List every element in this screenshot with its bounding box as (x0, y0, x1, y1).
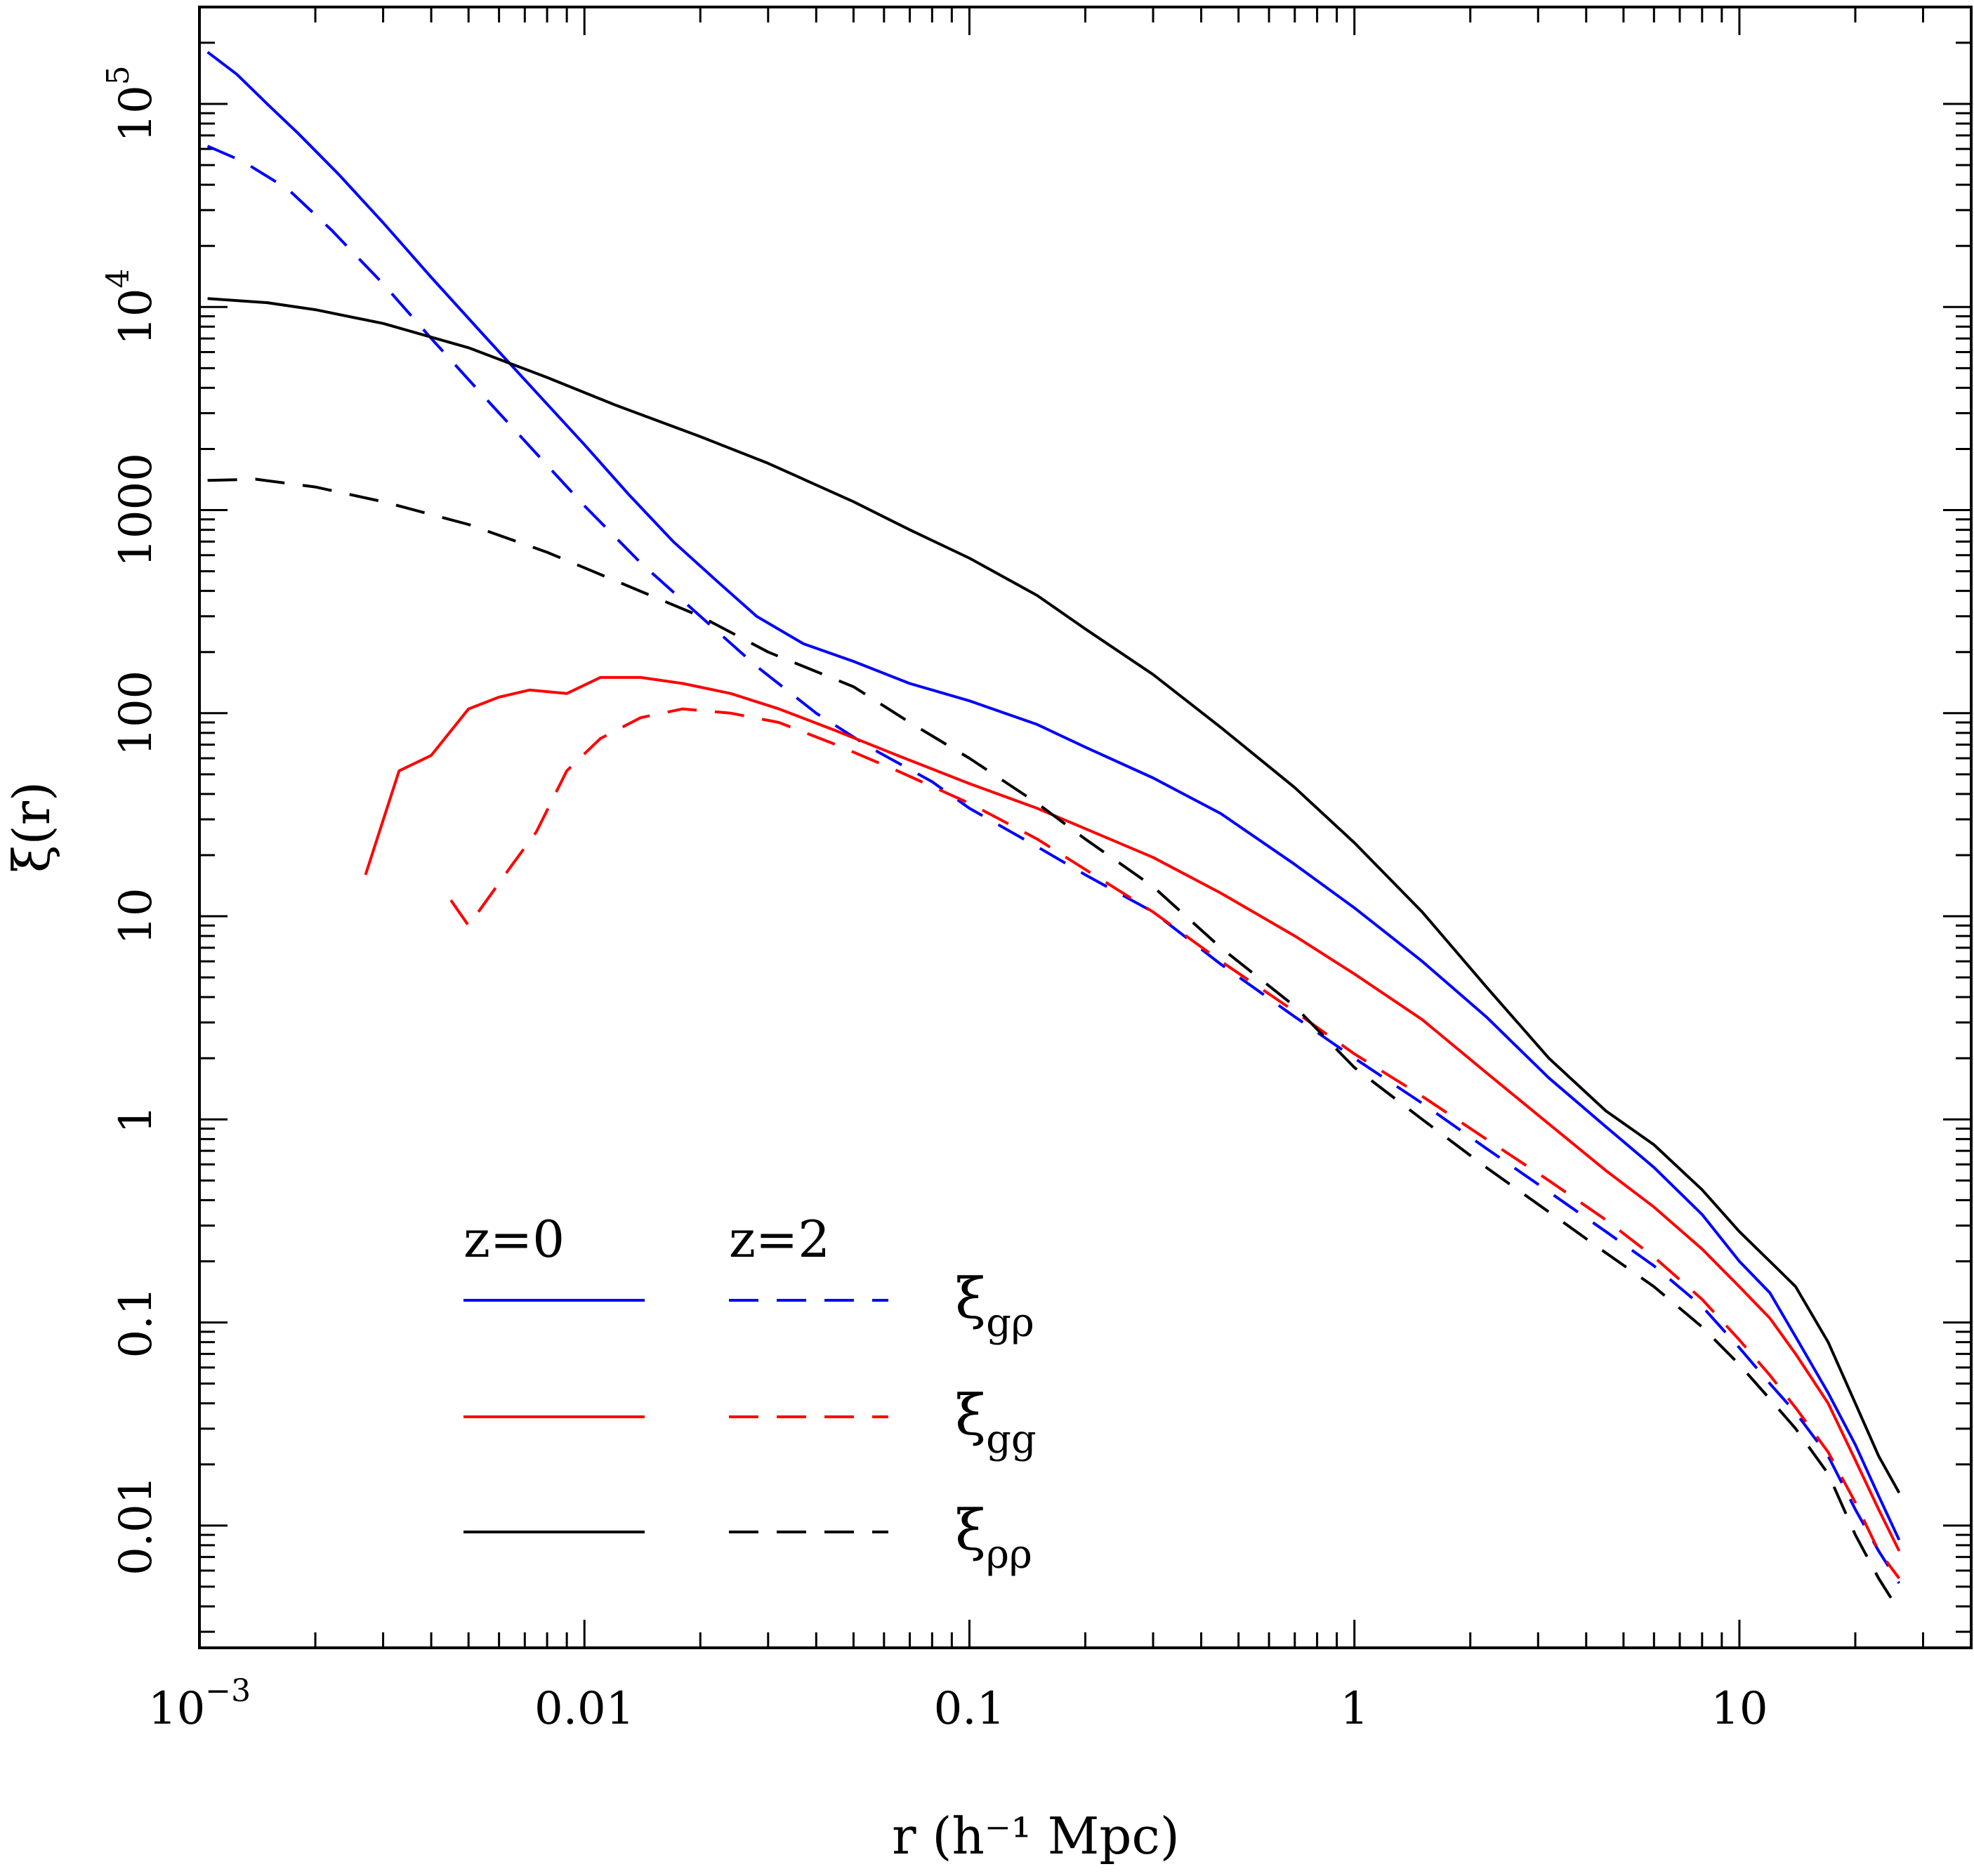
series-line (207, 297, 1901, 1494)
plot-area (206, 51, 1901, 1612)
x-tick-label: 10 (1711, 1683, 1768, 1735)
y-tick-label: 0.1 (110, 1287, 162, 1359)
series-line (449, 707, 1901, 1580)
x-tick-label: 10−3 (148, 1673, 251, 1735)
y-tick-label: 104 (100, 269, 162, 345)
y-tick-label: 1 (110, 1105, 162, 1134)
y-tick-label: 10 (110, 887, 162, 944)
y-tick-label: 100 (110, 671, 162, 756)
series-line (207, 477, 1901, 1612)
series-line (206, 145, 1901, 1585)
legend-label: ξρρ (955, 1498, 1032, 1578)
x-tick-label: 1 (1340, 1683, 1369, 1735)
axis-ticks (198, 6, 1973, 1648)
legend-header-z0: z=0 (463, 1210, 565, 1269)
series-line (364, 675, 1901, 1552)
plot-frame (198, 6, 1973, 1649)
legend-header-z2: z=2 (729, 1210, 830, 1269)
x-tick-label: 0.1 (934, 1683, 1006, 1735)
y-tick-label: 1000 (110, 453, 162, 567)
series-line (206, 51, 1901, 1541)
y-axis-title: ξ(r) (2, 781, 61, 873)
tick-labels: 10−3 0.01 0.1 1 10 0.01 0.1 1 10 100 1000 104 105 (100, 65, 1768, 1735)
legend-label: ξgg (955, 1382, 1037, 1462)
legend-label: ξgρ (955, 1266, 1034, 1346)
x-axis-title: r (h⁻¹ Mpc) (892, 1806, 1180, 1865)
legend: z=0 z=2 ξgρ ξgg ξρρ (463, 1210, 1037, 1578)
legend-rows: ξgρ ξgg ξρρ (463, 1266, 1037, 1578)
y-tick-label: 105 (100, 65, 162, 142)
x-tick-label: 0.01 (534, 1683, 635, 1735)
y-tick-label: 0.01 (110, 1476, 162, 1576)
